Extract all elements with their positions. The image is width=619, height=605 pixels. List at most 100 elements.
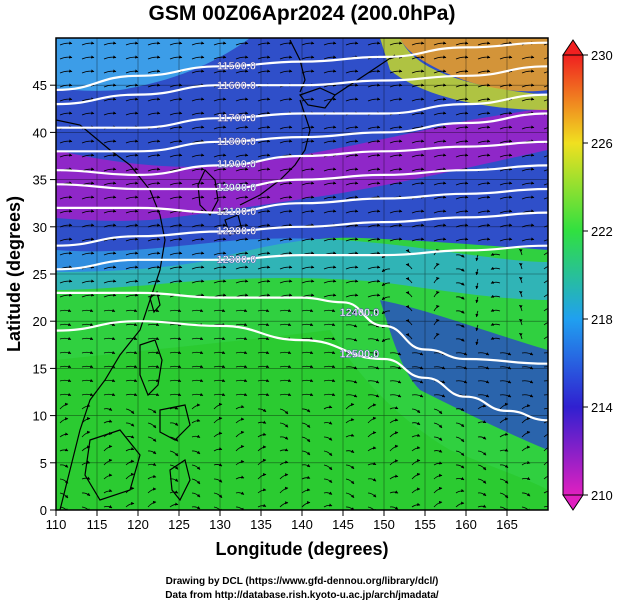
streamline-arrow bbox=[147, 487, 157, 494]
streamline-arrow bbox=[367, 153, 381, 158]
streamline-arrow bbox=[235, 153, 249, 158]
streamline-arrow bbox=[103, 97, 117, 102]
streamline-arrow bbox=[125, 447, 135, 452]
streamline-arrow bbox=[81, 293, 95, 298]
streamline-arrow bbox=[455, 422, 465, 428]
streamline-arrow bbox=[103, 111, 117, 116]
streamline-arrow bbox=[367, 380, 380, 384]
streamline-arrow bbox=[103, 488, 113, 494]
streamline-arrow bbox=[367, 492, 377, 498]
streamline-arrow bbox=[490, 322, 501, 326]
streamline-arrow bbox=[147, 500, 157, 508]
streamline-arrow bbox=[125, 209, 139, 214]
streamline-arrow bbox=[191, 139, 205, 144]
streamline-arrow bbox=[411, 502, 421, 508]
streamline-arrow bbox=[191, 506, 201, 510]
streamline-arrow bbox=[81, 195, 95, 200]
streamline-arrow bbox=[455, 501, 465, 508]
streamline-arrow bbox=[235, 430, 245, 438]
streamline-arrow bbox=[411, 69, 425, 74]
streamline-arrow bbox=[59, 41, 73, 46]
streamline-arrow bbox=[279, 167, 293, 172]
streamline-arrow bbox=[213, 308, 226, 312]
streamline-arrow bbox=[191, 55, 205, 60]
streamline-arrow bbox=[411, 394, 424, 398]
streamline-arrow bbox=[81, 430, 91, 438]
streamline-arrow bbox=[235, 279, 249, 284]
streamline-arrow bbox=[381, 338, 391, 343]
streamline-arrow bbox=[59, 448, 69, 452]
streamline-arrow bbox=[345, 380, 358, 384]
streamline-arrow bbox=[301, 55, 315, 60]
streamline-arrow bbox=[455, 450, 465, 456]
streamline-arrow bbox=[519, 262, 523, 270]
x-tick-label: 130 bbox=[209, 517, 231, 532]
streamline-arrow bbox=[499, 464, 509, 469]
streamline-arrow bbox=[521, 506, 531, 510]
y-tick-label: 0 bbox=[40, 503, 47, 518]
streamline-arrow bbox=[521, 394, 534, 398]
streamline-arrow bbox=[411, 139, 425, 144]
streamline-arrow bbox=[191, 279, 205, 284]
streamline-arrow bbox=[367, 139, 381, 144]
streamline-arrow bbox=[169, 336, 182, 340]
streamline-arrow bbox=[455, 181, 469, 186]
streamline-arrow bbox=[191, 418, 201, 424]
streamline-arrow bbox=[103, 181, 117, 186]
streamline-arrow bbox=[191, 265, 205, 270]
streamline-arrow bbox=[191, 153, 205, 158]
streamline-arrow bbox=[367, 478, 377, 482]
streamline-arrow bbox=[389, 41, 403, 46]
y-tick-label: 45 bbox=[33, 78, 47, 93]
streamline-arrow bbox=[345, 125, 359, 130]
streamline-arrow bbox=[81, 336, 94, 340]
streamline-arrow bbox=[169, 265, 183, 270]
streamline-arrow bbox=[301, 378, 314, 382]
streamline-arrow bbox=[235, 195, 249, 200]
streamline-arrow bbox=[389, 209, 403, 214]
streamline-arrow bbox=[381, 310, 391, 315]
streamline-arrow bbox=[213, 392, 226, 396]
streamline-arrow bbox=[147, 474, 157, 480]
streamline-arrow bbox=[59, 153, 73, 158]
streamline-arrow bbox=[367, 394, 380, 398]
streamline-arrow bbox=[301, 350, 314, 354]
streamline-arrow bbox=[279, 436, 289, 440]
plot-area: 11500.0 11600.0 11700.0 11800.0 11900.0 12000… bbox=[56, 38, 548, 510]
streamline-arrow bbox=[475, 338, 479, 346]
streamline-arrow bbox=[125, 265, 139, 270]
streamline-arrow bbox=[81, 237, 95, 242]
x-tick-label: 115 bbox=[87, 517, 108, 532]
streamline-arrow bbox=[191, 478, 201, 485]
streamline-arrow bbox=[367, 181, 381, 186]
streamline-arrow bbox=[191, 364, 204, 368]
streamline-arrow bbox=[103, 167, 117, 172]
streamline-arrow bbox=[519, 304, 523, 312]
streamline-arrow bbox=[323, 378, 336, 382]
streamline-arrow bbox=[103, 195, 117, 200]
streamline-arrow bbox=[103, 392, 116, 396]
streamline-arrow bbox=[169, 392, 182, 396]
colorbar-top-arrow bbox=[562, 39, 584, 56]
streamline-arrow bbox=[59, 492, 69, 499]
streamline-arrow bbox=[81, 153, 95, 158]
streamline-arrow bbox=[279, 41, 293, 46]
streamline-arrow bbox=[521, 380, 534, 384]
streamline-arrow bbox=[475, 282, 479, 290]
streamline-arrow bbox=[405, 291, 413, 298]
streamline-arrow bbox=[455, 324, 465, 328]
streamline-arrow bbox=[59, 432, 69, 438]
streamline-arrow bbox=[103, 69, 117, 74]
streamline-arrow bbox=[81, 476, 91, 480]
coastline-hokkaido bbox=[299, 87, 336, 109]
streamline-arrow bbox=[345, 167, 359, 172]
streamline-arrow bbox=[345, 449, 355, 454]
streamline-arrow bbox=[257, 458, 267, 466]
streamline-arrow bbox=[477, 195, 491, 200]
streamline-arrow bbox=[455, 237, 469, 242]
x-tick-label: 135 bbox=[250, 517, 272, 532]
streamline-arrow bbox=[455, 209, 469, 214]
streamline-arrow bbox=[543, 71, 548, 74]
streamline-arrow bbox=[125, 41, 139, 46]
streamline-arrow bbox=[81, 111, 95, 116]
